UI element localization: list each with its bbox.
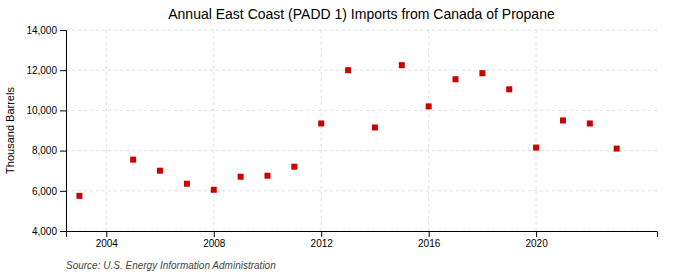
tick: 14,000 — [26, 25, 66, 36]
grid-line-y — [66, 30, 657, 31]
tick-mark — [214, 231, 215, 237]
y-axis-label: Thousand Barrels — [4, 87, 16, 174]
title: Annual East Coast (PADD 1) Imports from … — [168, 6, 555, 22]
point — [184, 181, 190, 187]
y-axis: 4,000 6,000 8,000 10,000 12,000 14,000 — [26, 25, 66, 237]
chart: 2004 2008 2012 2016 2020 4,000 6,000 8,000 10,00… — [0, 0, 675, 275]
point — [76, 193, 82, 199]
point — [399, 62, 405, 68]
tick-label: 2016 — [418, 238, 441, 249]
point — [426, 103, 432, 109]
tick-mark — [536, 231, 537, 237]
point — [372, 124, 378, 130]
grid-line-y — [66, 70, 657, 71]
point — [345, 67, 351, 73]
point — [453, 76, 459, 82]
tick-label: 2008 — [203, 238, 226, 249]
point — [614, 146, 620, 152]
tick-mark — [60, 30, 66, 31]
x-axis: 2004 2008 2012 2016 2020 — [67, 231, 658, 249]
axis-line — [67, 232, 658, 238]
tick-mark — [60, 110, 66, 111]
tick-label: 6,000 — [32, 186, 57, 197]
point — [157, 168, 163, 174]
tick: 2008 — [203, 231, 226, 249]
point — [211, 187, 217, 193]
point — [533, 145, 539, 151]
tick: 4,000 — [32, 226, 66, 237]
tick-label: 2012 — [311, 238, 334, 249]
tick-label: 14,000 — [26, 25, 57, 36]
axis-line — [60, 31, 67, 232]
tick: 10,000 — [26, 105, 66, 116]
tick-label: 4,000 — [32, 226, 57, 237]
point — [506, 86, 512, 92]
point — [291, 164, 297, 170]
tick-label: 12,000 — [26, 65, 57, 76]
points — [76, 62, 619, 199]
tick-mark — [429, 231, 430, 237]
point — [238, 174, 244, 180]
point — [587, 120, 593, 126]
tick: 8,000 — [32, 145, 66, 156]
tick-label: 2004 — [96, 238, 119, 249]
annotation: Source: U.S. Energy Information Administ… — [66, 260, 276, 271]
tick: 2012 — [311, 231, 334, 249]
grid — [66, 30, 657, 231]
grid-line-x — [213, 30, 214, 231]
tick: 2004 — [96, 231, 119, 249]
point — [130, 157, 136, 163]
grid-line-y — [66, 190, 657, 191]
tick: 12,000 — [26, 65, 66, 76]
tick: 2020 — [525, 231, 548, 249]
tick-label: 8,000 — [32, 145, 57, 156]
grid-line-x — [536, 30, 537, 231]
tick-mark — [60, 151, 66, 152]
tick: 2016 — [418, 231, 441, 249]
tick-mark — [60, 191, 66, 192]
tick-mark — [106, 231, 107, 237]
tick: 6,000 — [32, 186, 66, 197]
plot: 2004 2008 2012 2016 2020 4,000 6,000 8,000 10,00… — [26, 25, 657, 249]
point — [560, 117, 566, 123]
tick-mark — [60, 70, 66, 71]
grid-line-y — [66, 150, 657, 151]
grid-line-y — [66, 110, 657, 111]
grid-line-x — [428, 30, 429, 231]
grid-line-x — [106, 30, 107, 231]
tick-label: 10,000 — [26, 105, 57, 116]
point — [318, 120, 324, 126]
point — [264, 173, 270, 179]
tick-label: 2020 — [525, 238, 548, 249]
point — [479, 70, 485, 76]
tick-mark — [321, 231, 322, 237]
grid-line-x — [321, 30, 322, 231]
tick-mark — [60, 231, 66, 232]
